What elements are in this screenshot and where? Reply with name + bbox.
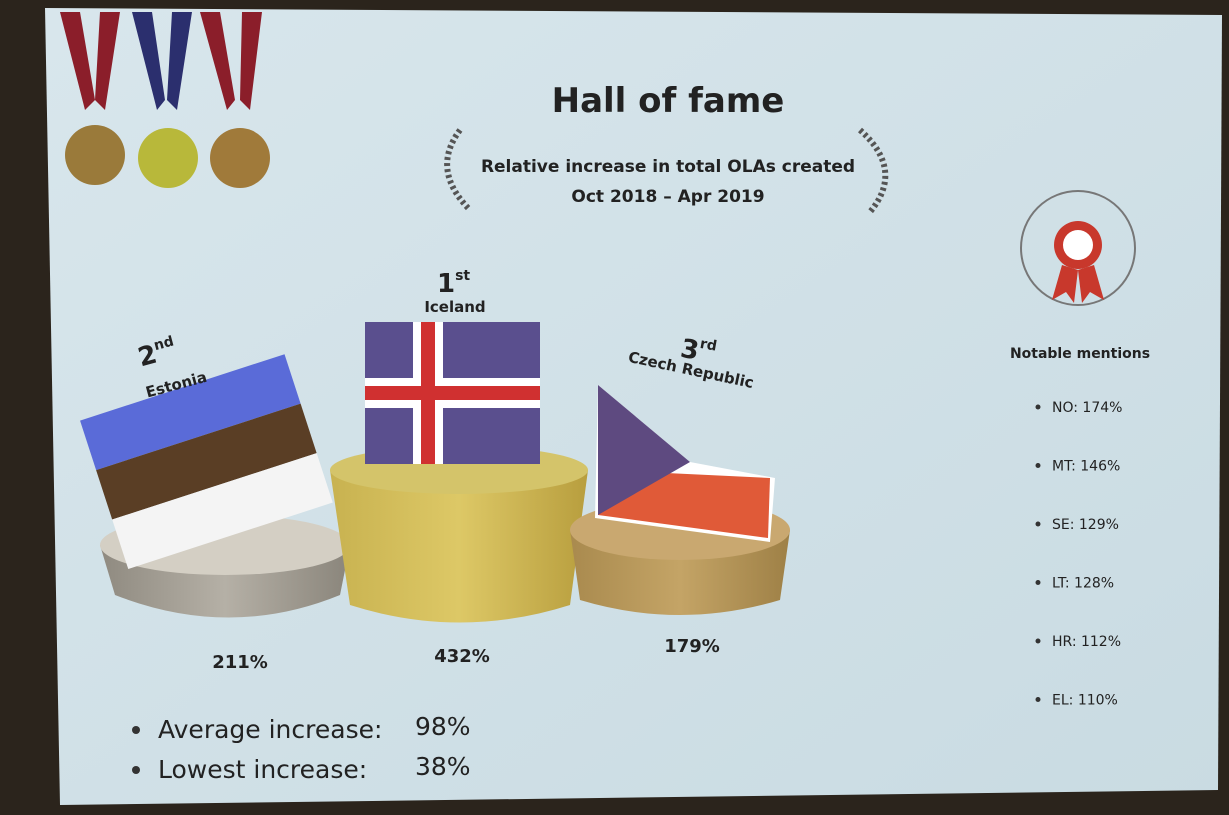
bullet: [1036, 580, 1041, 585]
podium-value: 211%: [212, 652, 268, 673]
country: Iceland: [424, 298, 485, 316]
rank-suffix: rd: [699, 336, 718, 355]
bullet: [132, 726, 140, 734]
notable-heading: Notable mentions: [1010, 346, 1150, 362]
subtitle: Oct 2018 – Apr 2019: [571, 187, 764, 207]
bullet: [1036, 463, 1041, 468]
slide-photo: Hall of fame Relative increase in total …: [0, 0, 1229, 815]
title: Hall of fame: [552, 81, 785, 121]
summary-value: 98%: [415, 712, 471, 741]
notable-item: EL: 110%: [1052, 693, 1118, 709]
bullet: [132, 766, 140, 774]
rank-suffix: st: [455, 268, 470, 284]
bullet: [1036, 522, 1041, 527]
flag-iceland: [365, 322, 540, 464]
podium-value: 432%: [434, 646, 490, 667]
summary-value: 38%: [415, 752, 471, 781]
notable-item: HR: 112%: [1052, 634, 1121, 650]
rank-number: 1: [437, 269, 455, 299]
page: Hall of fame Relative increase in total …: [0, 0, 1229, 815]
subtitle: Relative increase in total OLAs created: [481, 157, 855, 177]
summary-label: Lowest increase:: [158, 755, 367, 784]
notable-item: SE: 129%: [1052, 517, 1119, 533]
bullet: [1036, 697, 1041, 702]
podium-1: [330, 446, 588, 623]
notable-item: MT: 146%: [1052, 459, 1120, 475]
notable-item: NO: 174%: [1052, 400, 1122, 416]
bullet: [1036, 639, 1041, 644]
summary-label: Average increase:: [158, 715, 382, 744]
notable-item: LT: 128%: [1052, 576, 1114, 592]
podium-value: 179%: [664, 636, 720, 657]
bullet: [1036, 405, 1041, 410]
